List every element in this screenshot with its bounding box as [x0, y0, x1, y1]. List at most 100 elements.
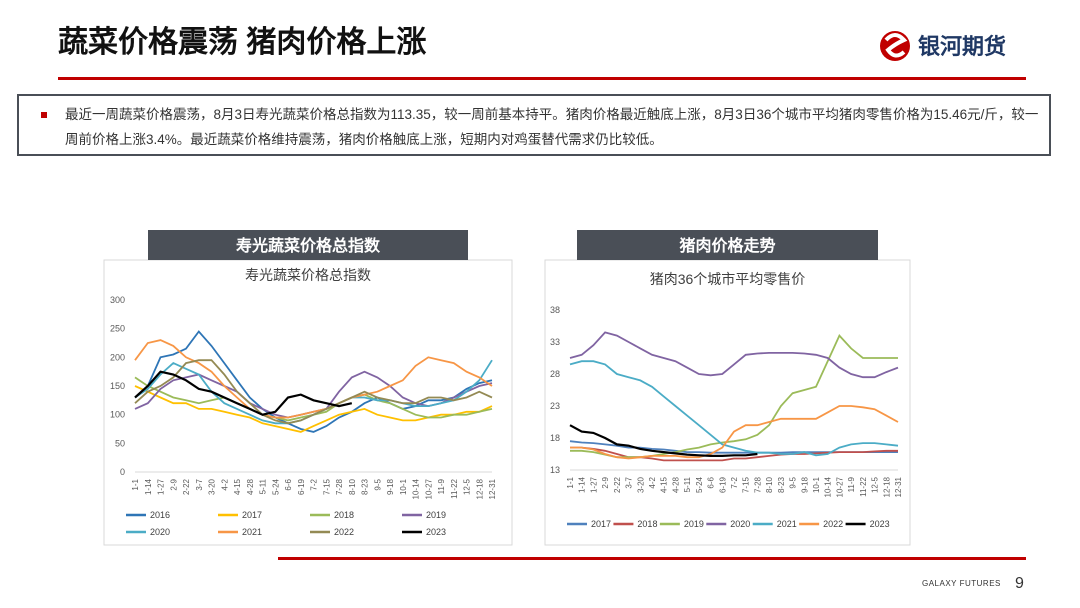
- legend-label: 2017: [242, 510, 262, 520]
- legend-label: 2017: [591, 519, 611, 529]
- chart-frame: [103, 259, 513, 546]
- y-tick-label: 23: [550, 401, 560, 411]
- series-line: [569, 331, 899, 379]
- chart-title: 寿光蔬菜价格总指数: [245, 267, 371, 283]
- x-tick-label: 12-31: [488, 478, 497, 499]
- chart-heading: 猪肉价格走势: [678, 236, 775, 255]
- x-tick-label: 7-2: [310, 478, 319, 490]
- y-tick-label: 18: [550, 433, 560, 443]
- x-tick-label: 2-9: [169, 478, 178, 490]
- y-tick-label: 250: [110, 324, 125, 334]
- x-tick-label: 8-23: [361, 478, 370, 495]
- x-tick-label: 4-2: [648, 476, 657, 488]
- chart-title: 猪肉36个城市平均零售价: [650, 271, 806, 287]
- x-tick-label: 6-6: [707, 476, 716, 488]
- x-tick-label: 3-20: [208, 478, 217, 495]
- x-tick-label: 10-27: [424, 478, 433, 499]
- legend-label: 2022: [823, 519, 843, 529]
- x-tick-label: 5-24: [271, 478, 280, 495]
- x-tick-label: 12-18: [475, 478, 484, 499]
- title-rule: [58, 77, 1026, 80]
- legend-label: 2022: [334, 527, 354, 537]
- x-tick-label: 4-28: [671, 476, 680, 493]
- x-tick-label: 10-27: [835, 476, 844, 497]
- x-tick-label: 12-5: [463, 478, 472, 495]
- legend-label: 2020: [150, 527, 170, 537]
- x-tick-label: 1-27: [589, 476, 598, 493]
- x-tick-label: 7-28: [335, 478, 344, 495]
- x-tick-label: 4-15: [660, 476, 669, 493]
- x-tick-label: 3-7: [625, 476, 634, 488]
- x-tick-label: 10-14: [824, 476, 833, 497]
- x-tick-label: 1-14: [144, 478, 153, 495]
- logo-swirl: [884, 33, 908, 58]
- x-tick-label: 1-27: [157, 478, 166, 495]
- x-tick-label: 2-22: [613, 476, 622, 493]
- legend-label: 2018: [334, 510, 354, 520]
- x-tick-label: 8-10: [348, 478, 357, 495]
- series-line: [569, 360, 899, 457]
- x-tick-label: 6-19: [718, 476, 727, 493]
- x-tick-label: 10-1: [812, 476, 821, 493]
- x-tick-label: 8-10: [765, 476, 774, 493]
- x-tick-label: 4-15: [233, 478, 242, 495]
- chart-frame: [544, 259, 911, 546]
- x-tick-label: 7-15: [742, 476, 751, 493]
- x-tick-label: 5-11: [259, 478, 268, 494]
- legend-label: 2020: [730, 519, 750, 529]
- x-tick-label: 7-15: [322, 478, 331, 495]
- y-tick-label: 100: [110, 410, 125, 420]
- chart-banner: [148, 230, 468, 260]
- legend-label: 2023: [870, 519, 890, 529]
- x-tick-label: 9-5: [789, 476, 798, 488]
- y-tick-label: 28: [550, 369, 560, 379]
- series-line: [134, 359, 493, 425]
- x-tick-label: 1-14: [578, 476, 587, 493]
- x-tick-label: 4-2: [220, 478, 229, 490]
- legend-label: 2021: [777, 519, 797, 529]
- y-tick-label: 38: [550, 305, 560, 315]
- x-tick-label: 6-6: [284, 478, 293, 490]
- legend-label: 2019: [684, 519, 704, 529]
- x-tick-label: 7-2: [730, 476, 739, 488]
- x-tick-label: 7-28: [753, 476, 762, 493]
- footer-brand: GALAXY FUTURES: [922, 579, 1001, 588]
- legend-label: 2021: [242, 527, 262, 537]
- x-tick-label: 5-24: [695, 476, 704, 493]
- x-tick-label: 11-9: [437, 478, 446, 494]
- x-tick-label: 12-31: [894, 476, 903, 497]
- series-line: [570, 405, 899, 460]
- series-line: [134, 385, 493, 433]
- series-line: [134, 370, 353, 416]
- x-tick-label: 3-7: [195, 478, 204, 490]
- y-tick-label: 13: [550, 465, 560, 475]
- slide-title: 蔬菜价格震荡 猪肉价格上涨: [58, 26, 426, 59]
- y-tick-label: 200: [110, 352, 125, 362]
- y-tick-label: 0: [120, 467, 125, 477]
- x-tick-label: 3-20: [636, 476, 645, 493]
- logo-text: 银河期货: [918, 34, 1006, 59]
- page-number: 9: [1015, 575, 1024, 592]
- x-tick-label: 5-11: [683, 476, 692, 492]
- x-tick-label: 10-1: [399, 478, 408, 495]
- legend-label: 2018: [637, 519, 657, 529]
- y-tick-label: 50: [115, 438, 125, 448]
- series-line: [570, 446, 898, 462]
- x-tick-label: 9-18: [800, 476, 809, 493]
- x-tick-label: 11-22: [859, 476, 868, 496]
- series-line: [134, 330, 493, 433]
- chart-heading: 寿光蔬菜价格总指数: [236, 236, 381, 255]
- x-tick-label: 9-5: [373, 478, 382, 490]
- x-tick-label: 1-1: [566, 476, 575, 488]
- x-tick-label: 11-9: [847, 476, 856, 492]
- x-tick-label: 6-19: [297, 478, 306, 495]
- y-tick-label: 150: [110, 381, 125, 391]
- series-line: [569, 424, 758, 457]
- y-tick-label: 300: [110, 295, 125, 305]
- x-tick-label: 10-14: [412, 478, 421, 499]
- bullet: [41, 112, 47, 118]
- x-tick-label: 2-22: [182, 478, 191, 495]
- y-tick-label: 33: [550, 337, 560, 347]
